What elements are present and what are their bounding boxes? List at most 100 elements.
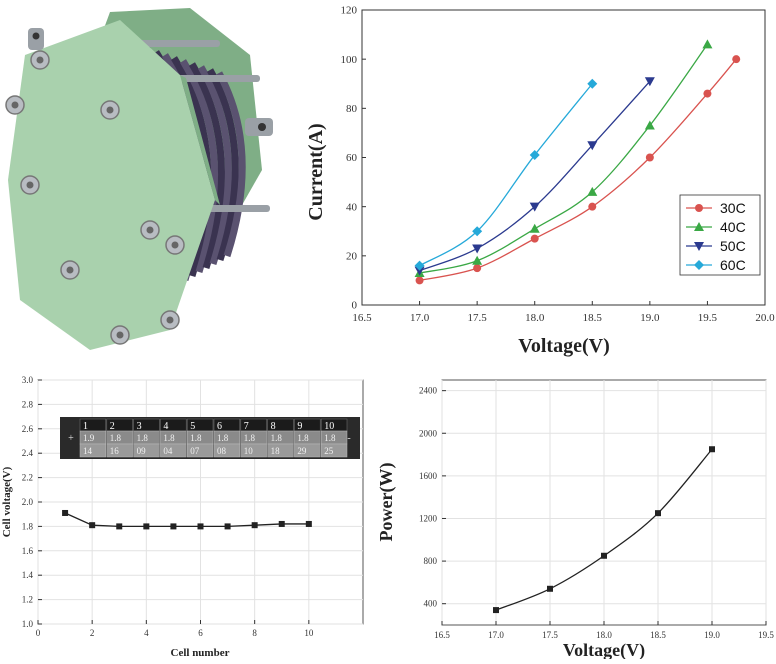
legend-item-50c: 50C	[686, 238, 746, 254]
data-point	[170, 523, 177, 530]
inset-decimal-value: 14	[83, 446, 93, 456]
series-data	[493, 446, 715, 614]
bolt-head	[166, 316, 174, 324]
x-tick-label: 10	[304, 628, 314, 638]
inset-header-label: 1	[83, 421, 88, 432]
power-voltage-chart: 16.5 17.0 17.5 18.0 18.5 19.0 19.5 400 800 1200 16…	[370, 360, 776, 661]
x-tick-label: 17.0	[410, 312, 430, 324]
inset-decimal-cell	[267, 443, 294, 458]
cell-voltage-chart: 0 2 4 6 8 10 1.0 1.2 1.4 1.6 1.8 2.0 2.2 2.4 2.6 2.8 3.0…	[0, 360, 370, 659]
data-point	[587, 78, 598, 89]
inset-decimal-cell	[213, 443, 241, 458]
y-axis-title: Cell voltage(V)	[1, 466, 13, 537]
inset-decimal-cell	[186, 443, 214, 458]
inset-voltage-value: 1.8	[324, 433, 336, 443]
x-tick-label: 20.0	[755, 312, 775, 324]
series-30c	[415, 55, 741, 285]
inset-decimal-cell	[320, 443, 348, 458]
legend-label: 30C	[720, 200, 746, 216]
inset-header-label: 7	[244, 421, 249, 432]
data-point	[415, 276, 424, 285]
x-tick-label: 17.5	[542, 630, 558, 640]
y-tick-label: 1.6	[22, 546, 34, 556]
inset-voltage-value: 1.8	[244, 433, 256, 443]
current-voltage-chart: 16.5 17.0 17.5 18.0 18.5 19.0 19.5 20.0 0 20 40 60 8…	[300, 0, 776, 360]
data-point	[224, 523, 231, 530]
terminal-tab-hole	[258, 123, 266, 131]
x-tick-label: 8	[252, 628, 257, 638]
electrolyzer-photo-drawing	[5, 8, 273, 350]
y-tick-label: 1.2	[22, 595, 33, 605]
y-tick-label: 2.0	[22, 497, 34, 507]
data-point	[702, 39, 713, 49]
inset-decimal-value: 04	[163, 446, 173, 456]
y-tick-label: 120	[341, 5, 358, 17]
cell-voltage-plot: 0 2 4 6 8 10 1.0 1.2 1.4 1.6 1.8 2.0 2.2 2.4 2.6 2.8 3.0…	[1, 375, 364, 659]
bolt-head	[106, 106, 114, 114]
x-axis-title: Voltage(V)	[518, 335, 609, 357]
terminal-tab	[245, 118, 273, 136]
bolt-head	[36, 56, 44, 64]
data-point	[703, 89, 712, 98]
x-axis-title: Cell number	[171, 647, 230, 659]
y-axis-title: Current(A)	[305, 123, 327, 220]
series-60c	[414, 78, 598, 271]
cell-plate	[215, 71, 246, 258]
bolt-head	[146, 226, 154, 234]
data-point	[644, 77, 655, 87]
inset-header-label: 3	[137, 421, 142, 432]
cell-plate	[180, 59, 219, 274]
x-tick-label: 18.0	[596, 630, 612, 640]
data-point	[251, 522, 258, 529]
bolt-head	[26, 181, 34, 189]
y-tick-label: 2.6	[22, 424, 34, 434]
inset-header-label: 4	[163, 421, 168, 432]
inset-decimal-cell	[240, 443, 267, 458]
y-tick-label: 400	[424, 599, 438, 609]
data-point	[529, 150, 540, 161]
inset-decimal-cell	[294, 443, 321, 458]
y-tick-label: 2.2	[22, 473, 33, 483]
front-plate	[8, 20, 215, 350]
inset-decimal-value: 29	[297, 446, 307, 456]
data-point	[472, 226, 483, 237]
y-tick-label: 80	[346, 103, 358, 115]
inset-voltage-value: 1.8	[297, 433, 309, 443]
inset-decimal-value: 08	[217, 446, 227, 456]
legend: 30C 40C 50C 60C	[679, 194, 761, 276]
inset-voltage-value: 1.8	[110, 433, 122, 443]
x-tick-label: 19.5	[698, 312, 718, 324]
x-tick-label: 16.5	[352, 312, 372, 324]
data-point	[644, 120, 655, 130]
inset-decimal-value: 07	[190, 446, 200, 456]
x-tick-label: 19.0	[704, 630, 720, 640]
data-point	[278, 520, 285, 527]
cell-plate	[197, 65, 232, 266]
inset-header-label: 5	[190, 421, 195, 432]
inset-header-label: 6	[217, 421, 222, 432]
cell-plate	[188, 62, 226, 270]
data-point	[588, 202, 597, 211]
y-tick-label: 2.8	[22, 399, 34, 409]
x-tick-label: 18.5	[583, 312, 603, 324]
cell-plate	[206, 68, 239, 262]
inset-header-label: 10	[324, 421, 334, 432]
legend-label: 60C	[720, 257, 746, 273]
x-tick-label: 18.5	[650, 630, 666, 640]
bolts	[5, 50, 185, 345]
bolt-head	[171, 241, 179, 249]
y-tick-label: 1.4	[22, 570, 34, 580]
data-point	[305, 520, 312, 527]
x-tick-label: 2	[90, 628, 95, 638]
x-tick-label: 0	[36, 628, 41, 638]
data-point	[197, 523, 204, 530]
data-point	[529, 202, 540, 212]
inset-decimal-cell	[160, 443, 187, 458]
series-data	[62, 509, 312, 530]
legend-label: 50C	[720, 238, 746, 254]
data-point	[655, 510, 661, 517]
series-line	[495, 448, 713, 611]
data-point	[547, 585, 553, 592]
inset-plus-sign: +	[68, 433, 74, 444]
inset-voltage-value: 1.8	[137, 433, 149, 443]
